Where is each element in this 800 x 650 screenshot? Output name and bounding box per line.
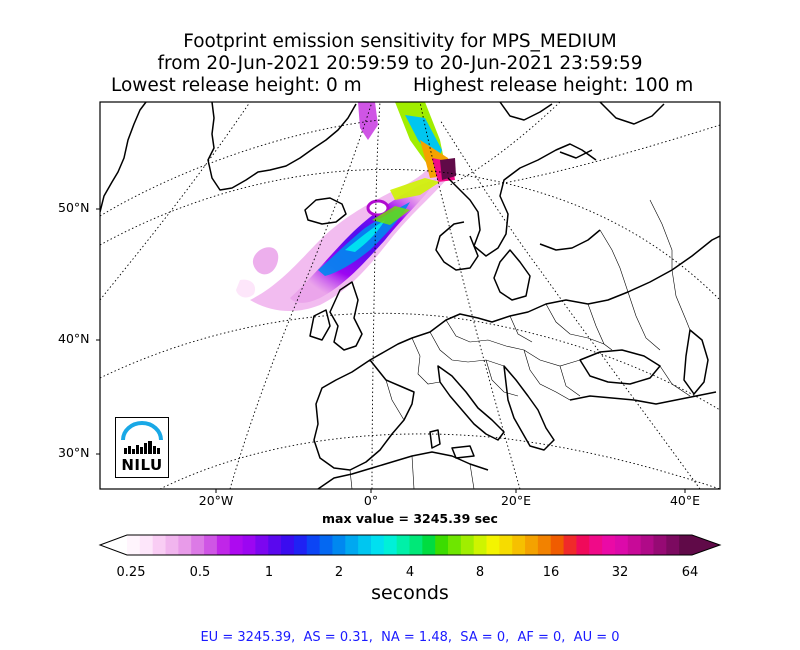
lat-label-40n: 40°N (58, 331, 90, 346)
colorbar-segment (268, 535, 282, 555)
lon-label-20w: 20°W (198, 493, 234, 508)
colorbar-segment (396, 535, 410, 555)
colorbar-segment (281, 535, 295, 555)
colorbar-tick: 16 (542, 565, 560, 580)
colorbar-segment (191, 535, 205, 555)
colorbar-segment (679, 535, 693, 555)
colorbar-segment (422, 535, 436, 555)
colorbar-segment (332, 535, 346, 555)
lon-label-20e: 20°E (500, 493, 532, 508)
colorbar-tick: 32 (611, 565, 629, 580)
colorbar-segment (589, 535, 603, 555)
colorbar-tick: 0.5 (189, 565, 211, 580)
colorbar-segment (550, 535, 564, 555)
lowest-release-height: Lowest release height: 0 m (111, 75, 362, 96)
colorbar-segment (127, 535, 141, 555)
colorbar-segment (306, 535, 321, 555)
colorbar-over-arrow (692, 535, 720, 555)
colorbar-segment (383, 535, 398, 555)
colorbar-segment (255, 535, 269, 555)
colorbar-tick: 64 (681, 565, 699, 580)
map-title-line1: Footprint emission sensitivity for MPS_M… (183, 31, 617, 52)
country-borders (349, 199, 691, 489)
colorbar-segment (229, 535, 243, 555)
colorbar-segment (448, 535, 462, 555)
highest-release-height: Highest release height: 100 m (413, 75, 694, 96)
colorbar-segment (602, 535, 616, 555)
colorbar-units: seconds (371, 582, 449, 604)
colorbar-segment (216, 535, 231, 555)
colorbar-segment (345, 535, 359, 555)
colorbar-segment (499, 535, 513, 555)
colorbar-segment (512, 535, 526, 555)
colorbar-segment (473, 535, 487, 555)
colorbar-segment (319, 535, 333, 555)
graticule (100, 102, 720, 489)
colorbar-segment (666, 535, 680, 555)
colorbar-segment (409, 535, 423, 555)
colorbar-segment (204, 535, 218, 555)
colorbar-segment (165, 535, 179, 555)
colorbar-segment (525, 535, 539, 555)
colorbar-segment (435, 535, 449, 555)
colorbar-tick: 4 (405, 565, 415, 580)
lon-label-0: 0° (363, 493, 379, 508)
colorbar (98, 534, 722, 556)
colorbar-segment (370, 535, 385, 555)
colorbar-tick: 2 (334, 565, 344, 580)
colorbar-segment (242, 535, 256, 555)
lon-label-40e: 40°E (669, 493, 701, 508)
colorbar-tick: 0.25 (116, 565, 146, 580)
map-frame (99, 101, 721, 490)
axis-tick-marks (96, 208, 686, 493)
colorbar-segment (293, 535, 308, 555)
colorbar-segment (152, 535, 166, 555)
colorbar-segment (178, 535, 192, 555)
map-title-line2: from 20-Jun-2021 20:59:59 to 20-Jun-2021… (157, 53, 643, 74)
region-summary: EU = 3245.39, AS = 0.31, NA = 1.48, SA =… (200, 630, 620, 645)
colorbar-under-arrow (100, 535, 127, 555)
colorbar-segment (640, 535, 654, 555)
lat-label-50n: 50°N (58, 200, 90, 215)
logo-text: NILU (121, 456, 163, 474)
max-value-label: max value = 3245.39 sec (322, 511, 498, 526)
colorbar-segment (460, 535, 475, 555)
colorbar-segment (139, 535, 154, 555)
lat-label-30n: 30°N (58, 445, 90, 460)
colorbar-segment (358, 535, 372, 555)
colorbar-segment (653, 535, 667, 555)
colorbar-segment (627, 535, 642, 555)
colorbar-tick: 8 (475, 565, 485, 580)
colorbar-segment (563, 535, 577, 555)
colorbar-outline (98, 534, 722, 556)
colorbar-segment (486, 535, 500, 555)
nilu-logo: NILU (115, 417, 169, 478)
colorbar-segment (614, 535, 629, 555)
colorbar-segment (537, 535, 552, 555)
colorbar-tick: 1 (264, 565, 274, 580)
colorbar-segment (576, 535, 590, 555)
